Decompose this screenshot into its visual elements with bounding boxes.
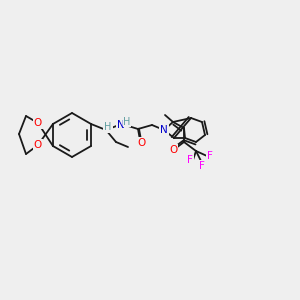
Text: O: O — [34, 140, 42, 150]
Text: H: H — [123, 117, 131, 127]
Text: O: O — [169, 145, 177, 155]
Text: F: F — [207, 151, 213, 161]
Text: O: O — [34, 118, 42, 128]
Text: F: F — [199, 161, 205, 171]
Text: F: F — [187, 155, 193, 165]
Text: H: H — [104, 122, 112, 132]
Text: N: N — [160, 125, 168, 135]
Text: O: O — [137, 138, 145, 148]
Text: N: N — [117, 120, 125, 130]
